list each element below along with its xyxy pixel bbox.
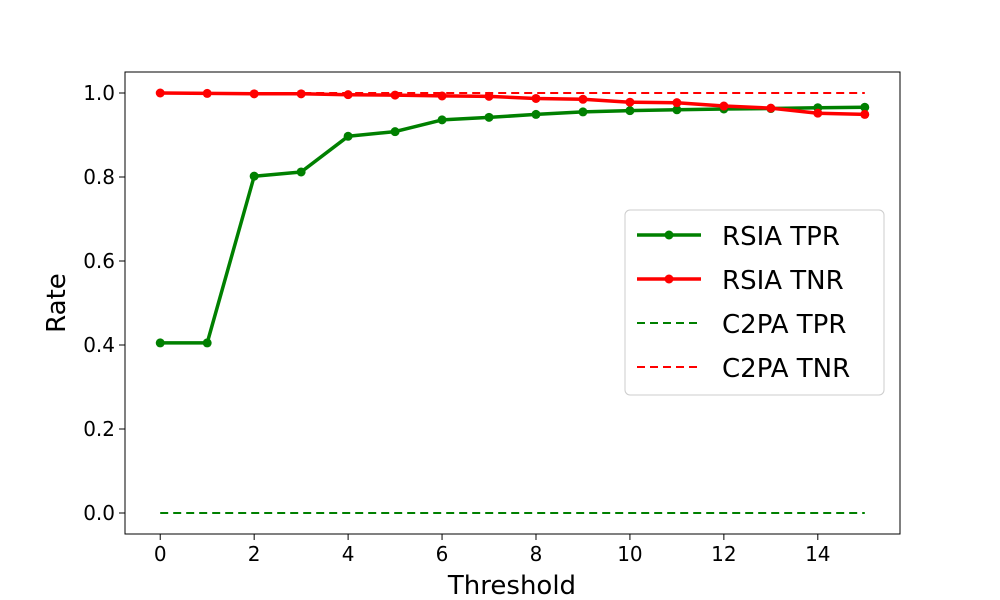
y-axis-title: Rate xyxy=(42,273,72,333)
series-line-rsia-tnr xyxy=(160,91,865,117)
legend-label-rsia-tpr: RSIA TPR xyxy=(722,222,840,252)
data-point-rsia-tpr xyxy=(437,115,447,125)
data-point-rsia-tnr xyxy=(484,91,494,101)
data-point-rsia-tpr xyxy=(484,112,494,122)
x-axis-title: Threshold xyxy=(447,571,576,600)
x-tick-label: 4 xyxy=(342,542,355,566)
data-point-rsia-tpr xyxy=(343,131,353,141)
x-tick-label: 6 xyxy=(436,542,449,566)
data-point-rsia-tnr xyxy=(202,88,212,98)
y-tick-label: 0.8 xyxy=(83,165,115,189)
data-point-rsia-tnr xyxy=(860,109,870,119)
legend-label-c2pa-tpr: C2PA TPR xyxy=(722,310,846,340)
y-tick-label: 0.0 xyxy=(83,501,115,525)
data-point-rsia-tpr xyxy=(296,167,306,177)
data-point-rsia-tnr xyxy=(249,89,259,99)
x-axis: 0 2 4 6 8 10 12 14 xyxy=(154,534,831,566)
data-point-rsia-tnr xyxy=(766,103,776,113)
x-tick-label: 14 xyxy=(805,542,830,566)
y-tick-label: 0.4 xyxy=(83,333,115,357)
data-point-rsia-tnr xyxy=(672,98,682,108)
y-axis: 0.0 0.2 0.4 0.6 0.8 1.0 xyxy=(83,81,125,525)
legend-box xyxy=(624,209,885,396)
data-point-rsia-tnr xyxy=(437,91,447,101)
legend-label-rsia-tnr: RSIA TNR xyxy=(722,266,844,296)
x-tick-label: 0 xyxy=(154,542,167,566)
y-tick-label: 1.0 xyxy=(83,81,115,105)
data-point-rsia-tpr xyxy=(249,171,259,181)
data-point-rsia-tnr xyxy=(296,89,306,99)
data-point-rsia-tpr xyxy=(672,105,682,115)
data-point-rsia-tnr xyxy=(390,90,400,100)
data-point-rsia-tnr xyxy=(578,94,588,104)
x-tick-label: 10 xyxy=(617,542,642,566)
data-point-rsia-tpr xyxy=(390,127,400,137)
data-point-rsia-tnr xyxy=(531,93,541,103)
data-point-rsia-tpr xyxy=(578,107,588,117)
data-point-rsia-tnr xyxy=(719,101,729,111)
data-point-rsia-tpr xyxy=(202,338,212,348)
data-point-rsia-tnr xyxy=(625,97,635,107)
legend-marker-rsia-tpr xyxy=(664,230,674,240)
y-tick-label: 0.6 xyxy=(83,249,115,273)
legend-label-c2pa-tnr: C2PA TNR xyxy=(722,354,850,384)
data-point-rsia-tnr xyxy=(343,90,353,100)
legend: RSIA TPR RSIA TNR C2PA TPR C2PA TNR xyxy=(624,209,885,396)
x-tick-label: 8 xyxy=(530,542,543,566)
data-point-rsia-tpr xyxy=(155,338,165,348)
plot-frame xyxy=(124,71,901,535)
data-point-rsia-tpr xyxy=(625,106,635,116)
x-tick-label: 12 xyxy=(711,542,736,566)
plot-area xyxy=(155,88,870,514)
data-point-rsia-tpr xyxy=(531,109,541,119)
legend-marker-rsia-tnr xyxy=(664,274,674,284)
data-point-rsia-tpr xyxy=(860,102,870,112)
y-tick-label: 0.2 xyxy=(83,417,115,441)
data-point-rsia-tnr xyxy=(813,108,823,118)
x-tick-label: 2 xyxy=(248,542,261,566)
data-point-rsia-tnr xyxy=(155,88,165,98)
